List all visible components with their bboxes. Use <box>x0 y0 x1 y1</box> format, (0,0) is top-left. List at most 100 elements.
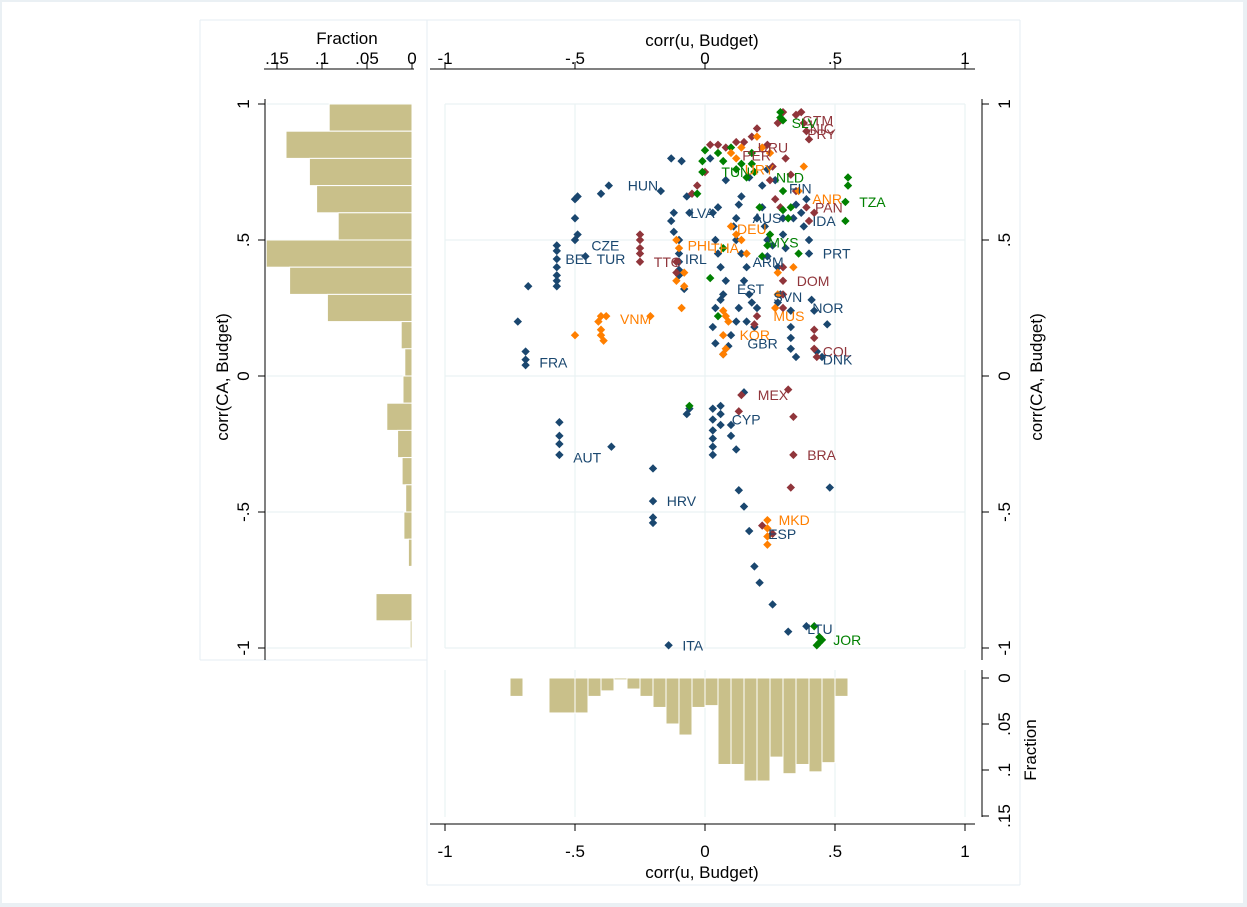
scatter-point <box>802 203 811 212</box>
point-label: PER <box>742 148 771 164</box>
scatter-point <box>708 450 717 460</box>
bottom-hist-bar <box>587 677 602 697</box>
scatter-point <box>752 311 762 321</box>
scatter-point <box>823 320 832 329</box>
bottom-hist-tick-label: .1 <box>995 763 1014 777</box>
scatter-point <box>778 290 788 299</box>
scatter-point <box>646 311 655 321</box>
scatter-point <box>555 431 564 441</box>
left-hist-bar <box>375 593 413 622</box>
point-label: MKD <box>779 512 810 528</box>
scatter-point <box>737 249 746 258</box>
point-label: CYP <box>732 412 761 428</box>
bottom-hist-bar <box>574 677 589 714</box>
scatter-point <box>773 268 782 277</box>
scatter-point <box>719 156 728 166</box>
scatter-point <box>758 181 767 190</box>
scatter-point <box>732 165 741 174</box>
bottom-hist-tick-label: 0 <box>995 673 1014 682</box>
scatter-point <box>706 154 715 163</box>
scatter-point <box>789 263 798 272</box>
scatter-point <box>667 216 676 226</box>
scatter-point <box>521 360 530 370</box>
scatter-point <box>802 127 811 136</box>
scatter-point <box>797 208 806 217</box>
scatter-point <box>708 415 717 424</box>
scatter-point <box>635 230 645 239</box>
scatter-point <box>734 407 743 416</box>
left-y-tick-label: -1 <box>234 640 253 655</box>
scatter-point <box>802 195 811 204</box>
scatter-point <box>698 167 707 177</box>
scatter-point <box>784 214 793 223</box>
scatter-point <box>745 290 754 299</box>
scatter-point <box>841 197 850 207</box>
bottom-hist-bar <box>652 677 667 708</box>
point-label: URU <box>758 140 788 156</box>
point-label: GTM <box>802 112 833 128</box>
scatter-point <box>513 317 522 326</box>
scatter-point <box>773 118 782 128</box>
scatter-point <box>773 298 782 307</box>
scatter-point <box>708 208 717 217</box>
scatter-point <box>732 235 741 245</box>
bottom-hist-bar <box>717 677 732 765</box>
scatter-point <box>737 192 746 201</box>
scatter-point <box>768 600 777 609</box>
point-label: MYS <box>768 235 798 251</box>
scatter-point <box>734 486 743 495</box>
scatter-point <box>716 409 725 419</box>
bottom-x-axis-title: corr(u, Budget) <box>645 863 758 882</box>
scatter-point <box>737 390 746 400</box>
scatter-point <box>781 154 790 163</box>
left-hist-tick-label: .05 <box>355 49 379 68</box>
bottom-hist-bar <box>743 677 758 782</box>
scatter-point <box>768 162 777 171</box>
scatter-point <box>765 230 775 239</box>
top-x-tick-label: -.5 <box>565 49 585 68</box>
scatter-point <box>750 167 759 177</box>
scatter-point <box>771 303 780 313</box>
scatter-point <box>685 208 694 217</box>
bottom-hist-bar <box>821 677 836 764</box>
point-label: PHL <box>688 237 715 253</box>
scatter-point <box>791 352 801 362</box>
scatter-point <box>677 303 686 313</box>
left-y-tick-label: 0 <box>234 371 253 380</box>
scatter-point <box>763 140 772 149</box>
top-x-axis-title: corr(u, Budget) <box>645 31 758 50</box>
bottom-hist-bar <box>548 677 576 714</box>
point-label: LVA <box>690 205 715 221</box>
scatter-point <box>674 249 684 258</box>
scatter-point <box>713 249 723 258</box>
scatter-point <box>726 331 736 340</box>
scatter-point <box>742 263 751 272</box>
left-hist-bar <box>407 538 413 567</box>
left-hist-bar <box>386 402 413 431</box>
left-hist-bar <box>326 293 413 323</box>
scatter-point <box>778 303 788 313</box>
top-x-tick-label: 0 <box>700 49 709 68</box>
scatter-point <box>817 352 827 362</box>
left-hist-bar <box>409 620 413 649</box>
scatter-point <box>778 230 788 239</box>
scatter-point <box>716 263 725 272</box>
left-hist-bar <box>405 484 413 513</box>
top-x-tick-label: 1 <box>960 49 969 68</box>
point-label: AUT <box>573 450 601 466</box>
scatter-point <box>778 263 788 272</box>
bottom-hist-bar <box>600 677 615 692</box>
scatter-point <box>635 243 645 253</box>
scatter-point <box>802 622 811 631</box>
left-hist-bar <box>337 212 413 241</box>
scatter-point <box>755 203 764 212</box>
scatter-point <box>706 273 715 283</box>
point-label: CZE <box>591 237 619 253</box>
scatter-point <box>786 170 795 179</box>
scatter-point <box>817 635 827 645</box>
left-hist-bar <box>308 157 413 187</box>
scatter-point <box>552 282 561 291</box>
scatter-point <box>680 282 689 291</box>
